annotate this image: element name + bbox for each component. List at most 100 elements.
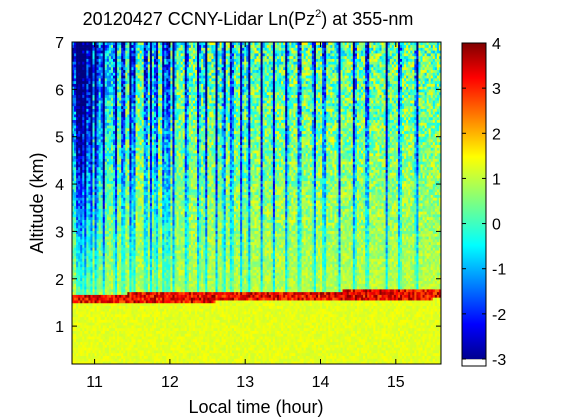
heat-cell: [86, 259, 88, 262]
heat-cell: [117, 220, 119, 223]
heat-cell: [131, 245, 133, 248]
heat-cell: [101, 159, 103, 162]
heat-cell: [123, 111, 125, 114]
heat-cell: [82, 253, 84, 256]
heat-cell: [150, 209, 152, 212]
heat-cell: [156, 128, 158, 131]
heat-cell: [109, 197, 111, 200]
heat-cell: [80, 347, 82, 350]
heat-cell: [121, 95, 123, 98]
heat-cell: [150, 170, 152, 173]
heat-cell: [103, 192, 105, 195]
heat-cell: [150, 128, 152, 131]
heat-cell: [158, 134, 160, 137]
heat-cell: [109, 73, 111, 76]
heat-cell: [136, 278, 138, 281]
heat-cell: [142, 306, 144, 309]
heat-cell: [125, 347, 127, 350]
heat-cell: [152, 145, 154, 148]
heat-cell: [86, 111, 88, 114]
heat-cell: [107, 172, 109, 175]
heat-cell: [99, 328, 101, 331]
heat-cell: [107, 303, 109, 306]
heat-cell: [127, 103, 129, 106]
heat-cell: [115, 200, 117, 203]
heat-cell: [82, 98, 84, 101]
heat-cell: [127, 206, 129, 209]
heat-cell: [74, 48, 76, 51]
heat-cell: [148, 147, 150, 150]
heat-cell: [105, 231, 107, 234]
heat-cell: [146, 256, 148, 259]
heat-cell: [148, 328, 150, 331]
heat-cell: [90, 59, 92, 62]
heat-cell: [95, 336, 97, 339]
heat-cell: [93, 256, 95, 259]
heat-cell: [107, 67, 109, 70]
heat-cell: [115, 275, 117, 278]
heat-cell: [82, 100, 84, 103]
heat-cell: [80, 170, 82, 173]
heat-cell: [115, 111, 117, 114]
heat-cell: [111, 333, 113, 336]
heat-cell: [80, 311, 82, 314]
heat-cell: [115, 325, 117, 328]
heat-cell: [90, 278, 92, 281]
heat-cell: [103, 156, 105, 159]
heat-cell: [146, 347, 148, 350]
heat-cell: [154, 56, 156, 59]
heat-cell: [113, 209, 115, 212]
heat-cell: [84, 181, 86, 184]
heat-cell: [93, 314, 95, 317]
heat-cell: [78, 67, 80, 70]
heat-cell: [84, 56, 86, 59]
heat-cell: [97, 64, 99, 67]
heat-cell: [121, 142, 123, 145]
heat-cell: [113, 81, 115, 84]
heat-cell: [97, 333, 99, 336]
heat-cell: [144, 350, 146, 353]
heat-cell: [74, 167, 76, 170]
heat-cell: [131, 70, 133, 73]
heat-cell: [82, 70, 84, 73]
heat-cell: [134, 156, 136, 159]
heat-cell: [86, 317, 88, 320]
heat-cell: [76, 70, 78, 73]
heat-cell: [150, 117, 152, 120]
heat-cell: [119, 150, 121, 153]
heat-cell: [88, 86, 90, 89]
heat-cell: [121, 159, 123, 162]
heat-cell: [115, 123, 117, 126]
heat-cell: [97, 200, 99, 203]
heat-cell: [111, 284, 113, 287]
heat-cell: [146, 247, 148, 250]
heat-cell: [154, 50, 156, 53]
heat-cell: [80, 225, 82, 228]
heat-cell: [117, 186, 119, 189]
heat-cell: [154, 134, 156, 137]
heat-cell: [134, 189, 136, 192]
heat-cell: [88, 64, 90, 67]
heat-cell: [158, 328, 160, 331]
heat-cell: [123, 131, 125, 134]
heat-cell: [109, 289, 111, 292]
heat-cell: [101, 295, 103, 298]
heat-cell: [80, 358, 82, 361]
heat-cell: [148, 284, 150, 287]
heat-cell: [123, 186, 125, 189]
heat-cell: [111, 259, 113, 262]
heat-cell: [101, 67, 103, 70]
heat-cell: [123, 228, 125, 231]
heat-cell: [148, 195, 150, 198]
heat-cell: [105, 331, 107, 334]
heat-cell: [127, 336, 129, 339]
heat-cell: [117, 53, 119, 56]
heat-cell: [107, 78, 109, 81]
heat-cell: [93, 164, 95, 167]
heat-cell: [101, 189, 103, 192]
heat-cell: [158, 50, 160, 53]
heat-cell: [129, 114, 131, 117]
heat-cell: [90, 125, 92, 128]
heat-cell: [134, 333, 136, 336]
heat-cell: [84, 200, 86, 203]
